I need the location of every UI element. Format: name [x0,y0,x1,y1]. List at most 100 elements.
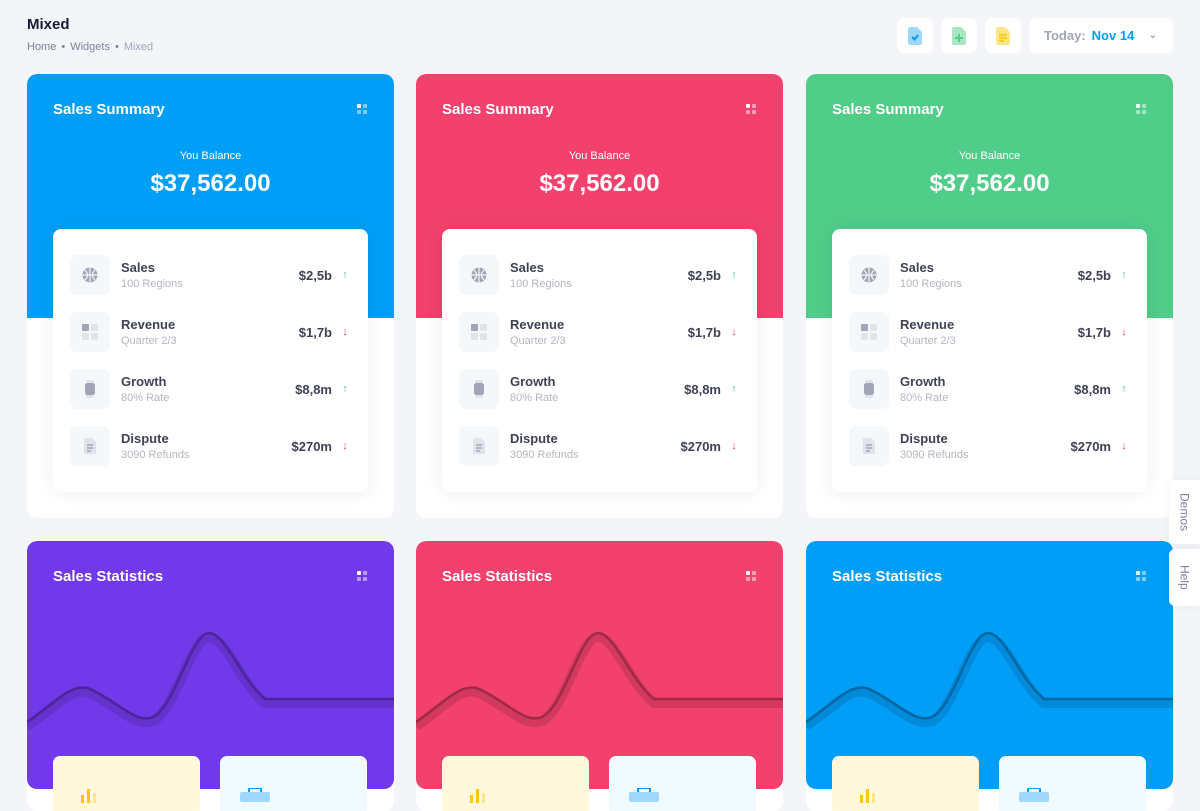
menu-dots-icon[interactable] [357,104,367,114]
menu-dots-icon[interactable] [746,571,756,581]
watch-icon [459,369,499,409]
card-header [27,541,394,789]
date-picker-button[interactable]: Today: Nov 14 ⌄ [1029,18,1173,53]
summary-row-sales: Sales 100 Regions $2,5b ↑ [70,255,350,295]
document-icon [459,426,499,466]
file-plus-icon [952,26,966,45]
arrow-down-icon: ↓ [1121,326,1127,338]
menu-dots-icon[interactable] [1136,104,1146,114]
summary-row-dispute: Dispute 3090 Refunds $270m ↓ [849,426,1129,466]
sales-statistics-card: Sales Statistics [416,541,783,811]
summary-row-revenue: Revenue Quarter 2/3 $1,7b ↓ [459,312,739,352]
card-title: Sales Summary [53,101,165,118]
row-subtitle: 100 Regions [121,278,183,290]
grid-icon [459,312,499,352]
date-value: Nov 14 [1091,28,1135,43]
row-subtitle: 80% Rate [121,392,170,404]
row-subtitle: 80% Rate [900,392,949,404]
card-header [416,541,783,789]
page-title: Mixed [27,16,70,33]
watch-icon [849,369,889,409]
breadcrumb-separator: • [114,41,119,53]
breadcrumb-home[interactable]: Home [27,41,57,53]
stat-tile-blue [220,756,367,811]
summary-list: Sales 100 Regions $2,5b ↑ Revenue Quarter … [442,229,757,492]
arrow-down-icon: ↓ [731,326,737,338]
arrow-down-icon: ↓ [1121,440,1127,452]
summary-row-sales: Sales 100 Regions $2,5b ↑ [459,255,739,295]
row-value: $8,8m [295,381,332,397]
row-name: Sales [900,260,934,275]
file-text-button[interactable] [985,18,1021,53]
wave-line [806,631,1173,724]
sales-summary-card: Sales Summary You Balance $37,562.00 Sal… [806,74,1173,518]
row-subtitle: 3090 Refunds [510,449,579,461]
globe-icon [849,255,889,295]
row-value: $270m [680,438,721,454]
row-value: $1,7b [687,324,721,340]
file-check-button[interactable] [897,18,933,53]
breadcrumb: Home • Widgets • Mixed [27,41,153,53]
bar-chart-icon [860,789,875,803]
globe-icon [459,255,499,295]
row-name: Dispute [510,431,558,446]
arrow-down-icon: ↓ [342,440,348,452]
row-value: $2,5b [687,267,721,283]
stat-tile-yellow [442,756,589,811]
row-name: Sales [121,260,155,275]
wave-shadow [806,632,1173,731]
balance-label: You Balance [958,150,1021,162]
arrow-down-icon: ↓ [342,326,348,338]
card-header [806,541,1173,789]
row-subtitle: Quarter 2/3 [121,335,177,347]
row-value: $8,8m [684,381,721,397]
summary-row-growth: Growth 80% Rate $8,8m ↑ [70,369,350,409]
statistics-wave-chart [416,631,783,731]
row-value: $270m [1070,438,1111,454]
demos-tab[interactable]: Demos [1169,480,1200,544]
balance-value: $37,562.00 [929,170,1050,197]
row-value: $1,7b [298,324,332,340]
menu-dots-icon[interactable] [357,571,367,581]
statistics-wave-chart [27,631,394,731]
bar-chart-icon [81,789,96,803]
arrow-up-icon: ↑ [342,383,348,395]
arrow-down-icon: ↓ [731,440,737,452]
file-text-icon [996,26,1010,45]
card-title: Sales Summary [832,101,944,118]
bar-chart-icon [470,789,485,803]
balance-label: You Balance [179,150,242,162]
row-name: Growth [121,374,167,389]
arrow-up-icon: ↑ [1121,383,1127,395]
help-tab[interactable]: Help [1169,549,1200,606]
stat-tile-blue [999,756,1146,811]
row-subtitle: 100 Regions [900,278,962,290]
menu-dots-icon[interactable] [746,104,756,114]
row-subtitle: 3090 Refunds [900,449,969,461]
balance-value: $37,562.00 [150,170,271,197]
grid-icon [70,312,110,352]
wave-shadow [27,632,394,731]
file-add-button[interactable] [941,18,977,53]
arrow-up-icon: ↑ [731,383,737,395]
menu-dots-icon[interactable] [1136,571,1146,581]
sales-summary-card: Sales Summary You Balance $37,562.00 Sal… [416,74,783,518]
summary-row-sales: Sales 100 Regions $2,5b ↑ [849,255,1129,295]
wave-line [27,631,394,724]
card-title: Sales Summary [442,101,554,118]
row-subtitle: Quarter 2/3 [900,335,956,347]
breadcrumb-widgets[interactable]: Widgets [70,41,110,53]
arrow-up-icon: ↑ [342,269,348,281]
row-value: $1,7b [1077,324,1111,340]
row-name: Sales [510,260,544,275]
summary-list: Sales 100 Regions $2,5b ↑ Revenue Quarter … [53,229,368,492]
breadcrumb-separator: • [61,41,66,53]
row-value: $2,5b [298,267,332,283]
row-value: $270m [291,438,332,454]
date-label: Today: [1044,28,1086,43]
row-name: Revenue [900,317,955,332]
sales-summary-card: Sales Summary You Balance $37,562.00 Sal… [27,74,394,518]
arrow-up-icon: ↑ [1121,269,1127,281]
help-label: Help [1177,565,1192,590]
row-name: Revenue [510,317,565,332]
